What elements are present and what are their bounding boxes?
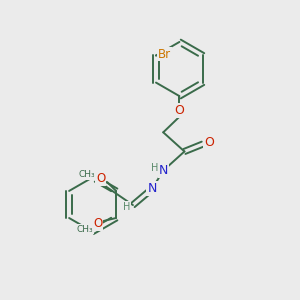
- Text: CH₃: CH₃: [76, 225, 93, 234]
- Text: O: O: [96, 172, 105, 185]
- Text: O: O: [175, 104, 184, 117]
- Text: Br: Br: [158, 47, 171, 61]
- Text: CH₃: CH₃: [79, 170, 95, 179]
- Text: N: N: [159, 164, 168, 177]
- Text: O: O: [93, 218, 102, 230]
- Text: H: H: [123, 202, 130, 212]
- Text: H: H: [151, 163, 159, 173]
- Text: O: O: [204, 136, 214, 149]
- Text: N: N: [147, 182, 157, 195]
